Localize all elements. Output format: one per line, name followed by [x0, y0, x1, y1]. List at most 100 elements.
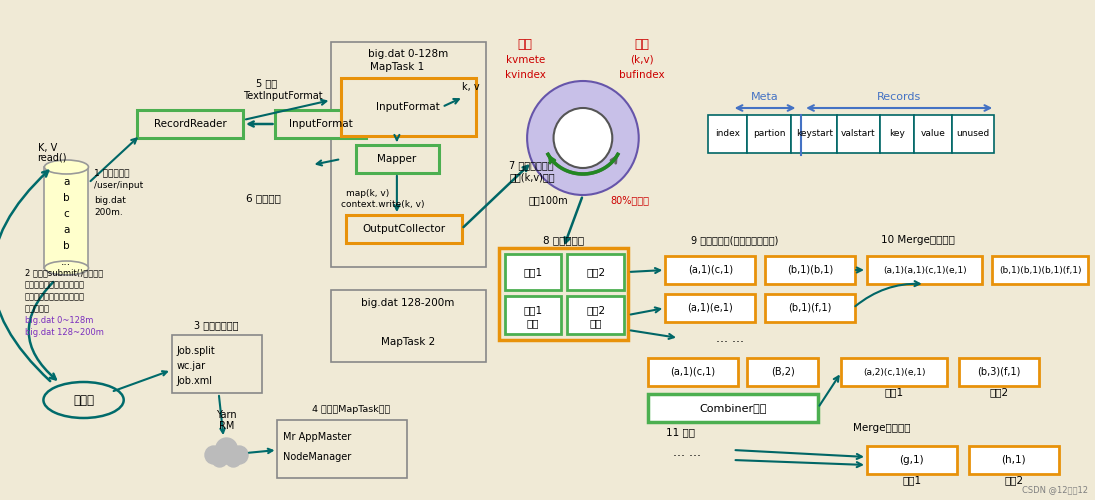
- Bar: [567, 296, 624, 334]
- Text: 200m.: 200m.: [94, 208, 123, 217]
- Circle shape: [527, 81, 638, 195]
- Text: 写入(k,v)数据: 写入(k,v)数据: [509, 172, 555, 182]
- Ellipse shape: [207, 448, 246, 464]
- Bar: [276, 110, 366, 138]
- Text: 数据: 数据: [634, 38, 649, 52]
- Bar: [277, 420, 406, 478]
- Text: map(k, v): map(k, v): [346, 188, 389, 198]
- Text: (g,1): (g,1): [900, 455, 924, 465]
- Bar: [952, 115, 994, 153]
- Text: value: value: [921, 130, 945, 138]
- Text: 9 溢出到文件(分区且区内有序): 9 溢出到文件(分区且区内有序): [691, 235, 777, 245]
- Bar: [765, 294, 855, 322]
- Text: big.dat 128~200m: big.dat 128~200m: [25, 328, 104, 337]
- Text: valstart: valstart: [841, 130, 876, 138]
- Text: 10 Merge归并排序: 10 Merge归并排序: [880, 235, 955, 245]
- Text: 1 待处理文件: 1 待处理文件: [94, 168, 130, 177]
- Text: 待处理数据的信息，然后根: 待处理数据的信息，然后根: [25, 280, 84, 289]
- Text: (a,2)(c,1)(e,1): (a,2)(c,1)(e,1): [863, 368, 925, 376]
- Text: context.write(k, v): context.write(k, v): [341, 200, 425, 209]
- Text: 分区1: 分区1: [523, 267, 542, 277]
- Text: 3 提交切片信息: 3 提交切片信息: [195, 320, 239, 330]
- Text: big.dat 128-200m: big.dat 128-200m: [361, 298, 454, 308]
- Text: NodeManager: NodeManager: [284, 452, 351, 462]
- Bar: [665, 256, 756, 284]
- Text: a: a: [64, 225, 70, 235]
- Bar: [505, 254, 562, 290]
- Bar: [879, 115, 914, 153]
- Text: Job.split: Job.split: [176, 346, 216, 356]
- Bar: [838, 115, 879, 153]
- Bar: [708, 115, 748, 153]
- Text: kvmete: kvmete: [506, 55, 545, 65]
- Text: (b,1)(b,1)(b,1)(f,1): (b,1)(b,1)(b,1)(f,1): [999, 266, 1082, 274]
- Text: read(): read(): [37, 153, 67, 163]
- Text: 7 向环形缓冲区: 7 向环形缓冲区: [509, 160, 554, 170]
- Bar: [567, 254, 624, 290]
- Bar: [748, 358, 818, 386]
- Text: MapTask 2: MapTask 2: [381, 337, 435, 347]
- Text: 8 分区、排序: 8 分区、排序: [543, 235, 584, 245]
- Text: b: b: [64, 193, 70, 203]
- Text: 80%后反向: 80%后反向: [610, 195, 649, 205]
- Bar: [332, 290, 486, 362]
- Text: (b,1)(b,1): (b,1)(b,1): [787, 265, 833, 275]
- Text: /user/input: /user/input: [94, 181, 143, 190]
- Text: ... ...: ... ...: [672, 446, 701, 460]
- Text: RM: RM: [219, 421, 234, 431]
- Text: Mapper: Mapper: [378, 154, 416, 164]
- Text: Job.xml: Job.xml: [176, 376, 212, 386]
- Text: (b,3)(f,1): (b,3)(f,1): [978, 367, 1021, 377]
- Text: 排序: 排序: [589, 318, 602, 328]
- Text: 分区2: 分区2: [586, 267, 606, 277]
- Circle shape: [226, 451, 241, 467]
- Bar: [137, 110, 243, 138]
- Text: big.dat: big.dat: [94, 196, 126, 205]
- Text: Mr AppMaster: Mr AppMaster: [284, 432, 351, 442]
- Text: partion: partion: [753, 130, 786, 138]
- Text: 5 默认: 5 默认: [256, 78, 277, 88]
- Text: 分区1: 分区1: [885, 387, 903, 397]
- Circle shape: [554, 108, 612, 168]
- Text: MapTask 1: MapTask 1: [370, 62, 424, 72]
- Text: Merge归并排序: Merge归并排序: [853, 423, 911, 433]
- Circle shape: [230, 446, 249, 464]
- Bar: [748, 115, 792, 153]
- Bar: [969, 446, 1059, 474]
- Text: (a,1)(a,1)(c,1)(e,1): (a,1)(a,1)(c,1)(e,1): [883, 266, 967, 274]
- Bar: [765, 256, 855, 284]
- Bar: [841, 358, 947, 386]
- Text: OutputCollector: OutputCollector: [362, 224, 446, 234]
- Text: InputFormat: InputFormat: [289, 119, 353, 129]
- Text: wc.jar: wc.jar: [176, 361, 206, 371]
- Text: 索引: 索引: [518, 38, 532, 52]
- Text: 客户端: 客户端: [73, 394, 94, 406]
- Bar: [959, 358, 1039, 386]
- Bar: [45, 167, 89, 268]
- Text: Yarn: Yarn: [216, 410, 237, 420]
- Text: unused: unused: [956, 130, 990, 138]
- Text: index: index: [715, 130, 740, 138]
- Bar: [914, 115, 952, 153]
- Text: (b,1)(f,1): (b,1)(f,1): [788, 303, 832, 313]
- Circle shape: [211, 451, 228, 467]
- Text: ... ...: ... ...: [716, 332, 744, 344]
- Bar: [356, 145, 439, 173]
- Text: 分区2: 分区2: [1004, 475, 1024, 485]
- Text: Combiner合并: Combiner合并: [699, 403, 766, 413]
- Text: 4 计算出MapTask数量: 4 计算出MapTask数量: [312, 406, 390, 414]
- Bar: [665, 294, 756, 322]
- Bar: [346, 215, 461, 243]
- Text: 排序: 排序: [527, 318, 539, 328]
- Text: Records: Records: [877, 92, 921, 102]
- Bar: [172, 335, 262, 393]
- Text: 11 合并: 11 合并: [666, 427, 695, 437]
- Bar: [647, 358, 738, 386]
- Text: k, v: k, v: [461, 82, 480, 92]
- Text: keystart: keystart: [796, 130, 833, 138]
- Text: (a,1)(e,1): (a,1)(e,1): [688, 303, 733, 313]
- Text: (h,1): (h,1): [1002, 455, 1026, 465]
- Text: TextInputFormat: TextInputFormat: [243, 91, 323, 101]
- Text: ...: ...: [61, 257, 71, 267]
- Bar: [867, 256, 982, 284]
